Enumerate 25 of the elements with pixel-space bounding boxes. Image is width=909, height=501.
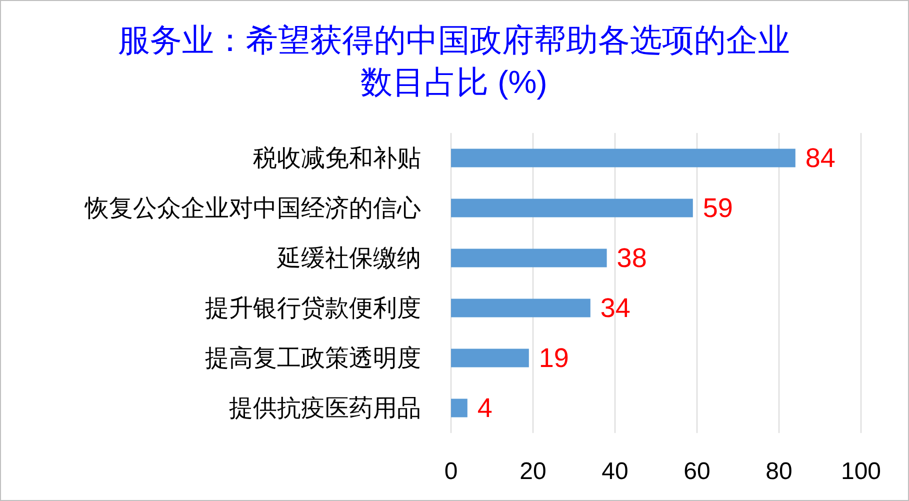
x-tick-label: 100 <box>840 458 882 485</box>
x-tick-label: 0 <box>444 458 458 485</box>
data-label: 38 <box>616 243 647 273</box>
bar <box>451 298 590 318</box>
data-label: 19 <box>538 343 569 373</box>
x-tick-label: 80 <box>766 458 792 485</box>
y-tick-label: 提供抗疫医药用品 <box>229 395 421 422</box>
x-tick-label: 60 <box>684 458 710 485</box>
y-tick-label: 税收减免和补贴 <box>253 145 421 172</box>
y-tick-label: 延缓社保缴纳 <box>276 245 421 272</box>
y-tick-label: 提升银行贷款便利度 <box>205 295 421 322</box>
bar <box>451 148 796 168</box>
y-tick-label: 提高复工政策透明度 <box>205 345 421 372</box>
data-label: 59 <box>702 193 733 223</box>
y-tick-label: 恢复公众企业对中国经济的信心 <box>84 195 421 222</box>
data-label: 4 <box>477 393 492 423</box>
data-label: 34 <box>600 293 630 323</box>
x-tick-label: 20 <box>520 458 546 485</box>
data-label: 84 <box>805 143 836 173</box>
bar <box>451 248 607 268</box>
bar <box>451 398 468 418</box>
bar <box>451 198 693 218</box>
bar <box>451 348 529 368</box>
x-tick-label: 40 <box>602 458 628 485</box>
chart-title: 服务业：希望获得的中国政府帮助各选项的企业数目占比 (%) <box>117 21 791 102</box>
